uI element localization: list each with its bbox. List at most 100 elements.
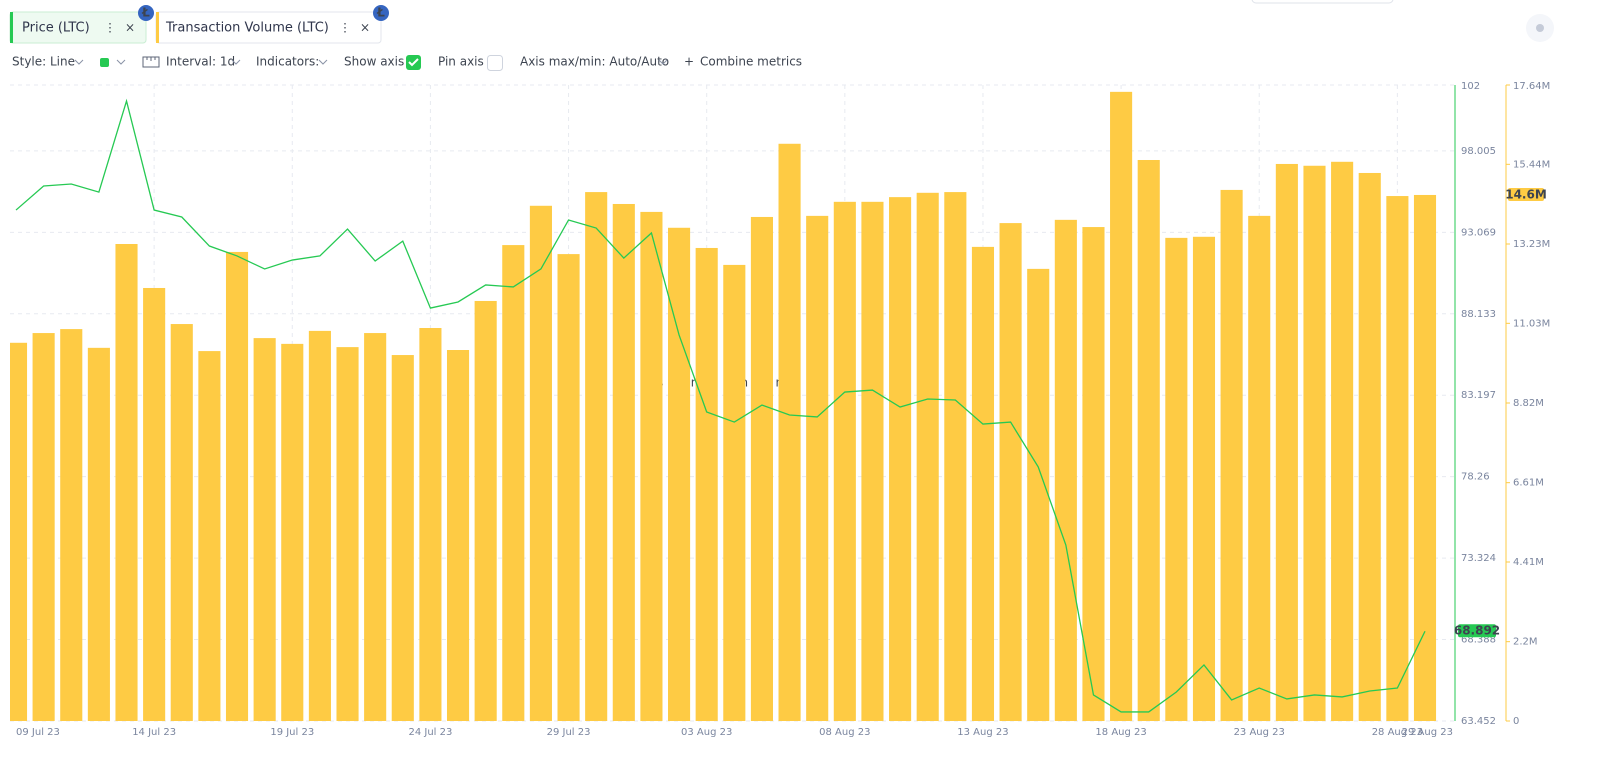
close-icon[interactable]: × bbox=[125, 21, 135, 35]
y-tick-label: 93.069 bbox=[1461, 227, 1496, 238]
volume-bar bbox=[225, 251, 249, 721]
plus-icon: + bbox=[684, 55, 694, 69]
volume-bar bbox=[916, 192, 939, 721]
axis-range-select[interactable]: Axis max/min: Auto/Auto bbox=[520, 55, 669, 69]
x-tick-label: 23 Aug 23 bbox=[1234, 727, 1285, 738]
price-line bbox=[15, 98, 1426, 713]
volume-bar bbox=[419, 328, 442, 721]
close-icon[interactable]: × bbox=[360, 21, 370, 35]
y-tick-label: 78.26 bbox=[1461, 472, 1490, 483]
volume-bar bbox=[1386, 196, 1409, 722]
volume-bar bbox=[695, 247, 718, 721]
x-tick-label: 08 Aug 23 bbox=[819, 727, 870, 738]
volume-bar bbox=[336, 347, 359, 721]
ltc-icon bbox=[373, 5, 389, 21]
x-tick-label: 13 Aug 23 bbox=[957, 727, 1008, 738]
y-tick-label: 68.388 bbox=[1461, 635, 1496, 646]
show-axis-label[interactable]: Show axis bbox=[344, 55, 404, 69]
volume-bar bbox=[115, 244, 138, 721]
volume-bar bbox=[474, 300, 497, 721]
tab-label: Price (LTC) bbox=[22, 21, 90, 36]
y2-tick-label: 11.03M bbox=[1513, 318, 1550, 329]
volume-bar bbox=[640, 211, 663, 721]
volume-bar bbox=[253, 338, 276, 721]
volume-bar bbox=[612, 203, 635, 721]
volume-bar bbox=[889, 197, 912, 721]
last-price-badge bbox=[1458, 624, 1496, 638]
chevron bbox=[116, 59, 126, 65]
volume-bar bbox=[1220, 189, 1243, 722]
chevron bbox=[231, 59, 241, 65]
menu-dots[interactable]: ⋮ bbox=[339, 21, 351, 35]
volume-bar bbox=[723, 264, 746, 721]
volume-bar bbox=[944, 192, 967, 721]
volume-bar bbox=[833, 201, 856, 721]
x-tick-label: 18 Aug 23 bbox=[1095, 727, 1146, 738]
indicators-select[interactable]: Indicators: bbox=[256, 55, 319, 69]
volume-bar bbox=[1137, 159, 1160, 722]
volume-bar bbox=[1082, 227, 1105, 721]
volume-bar bbox=[1275, 163, 1298, 722]
volume-bar bbox=[529, 205, 552, 721]
y2-tick-label: 13.23M bbox=[1513, 239, 1550, 250]
cut-off-box bbox=[1251, 0, 1394, 4]
volume-bar bbox=[87, 347, 110, 721]
last-price-label: 68.892 bbox=[1454, 624, 1500, 638]
ltc-icon-glyph: Ł bbox=[141, 6, 150, 20]
volume-bar bbox=[10, 342, 28, 721]
tab-accent bbox=[10, 12, 13, 43]
volume-bar bbox=[1165, 237, 1188, 722]
menu-dots[interactable]: ⋮ bbox=[104, 21, 116, 35]
x-tick-label: 09 Jul 23 bbox=[16, 727, 60, 738]
volume-bar bbox=[1110, 91, 1133, 721]
volume-bar bbox=[170, 324, 193, 721]
color-swatch[interactable] bbox=[100, 58, 109, 67]
volume-bar bbox=[391, 355, 414, 721]
ltc-icon-glyph: Ł bbox=[376, 6, 385, 20]
x-tick-label: 24 Jul 23 bbox=[408, 727, 452, 738]
x-tick-label: 29 Jul 23 bbox=[547, 727, 591, 738]
volume-bar bbox=[1054, 219, 1077, 721]
x-tick-label: 19 Jul 23 bbox=[270, 727, 314, 738]
y-tick-label: 73.324 bbox=[1461, 553, 1496, 564]
chevron bbox=[658, 59, 668, 65]
volume-bar bbox=[668, 227, 691, 721]
y-tick-label: 83.197 bbox=[1461, 390, 1496, 401]
y2-tick-label: 8.82M bbox=[1513, 398, 1544, 409]
volume-bar bbox=[1303, 165, 1326, 721]
volume-bar bbox=[861, 201, 884, 721]
y2-tick-label: 6.61M bbox=[1513, 478, 1544, 489]
ruler-icon bbox=[142, 56, 160, 68]
interval-select[interactable]: Interval: 1d bbox=[166, 55, 235, 69]
pin-axis-checkbox[interactable] bbox=[487, 55, 503, 71]
volume-bar bbox=[1331, 161, 1354, 722]
metric-tab[interactable]: Price (LTC) ⋮ × Ł bbox=[9, 5, 154, 44]
y2-tick-label: 15.44M bbox=[1513, 159, 1550, 170]
metric-tab[interactable]: Transaction Volume (LTC) ⋮ × Ł bbox=[155, 5, 389, 44]
volume-bar bbox=[557, 254, 580, 721]
style-select[interactable]: Style: Line bbox=[12, 55, 75, 69]
volume-bar bbox=[364, 333, 387, 721]
plot: santiment63.45268.38873.32478.2683.19788… bbox=[10, 81, 1550, 738]
x-tick-label: 28 Aug 23 bbox=[1372, 727, 1423, 738]
volume-bar bbox=[778, 143, 801, 722]
settings-dot bbox=[1536, 24, 1544, 32]
y-tick-label: 102 bbox=[1461, 81, 1480, 92]
volume-bar bbox=[806, 215, 829, 721]
pin-axis-label[interactable]: Pin axis bbox=[438, 55, 484, 69]
y-tick-label: 88.133 bbox=[1461, 309, 1496, 320]
volume-bar bbox=[585, 192, 608, 721]
last-volume-label: 14.6M bbox=[1505, 187, 1547, 201]
combine-button[interactable]: Combine metrics bbox=[700, 55, 802, 69]
volume-bar bbox=[281, 343, 304, 721]
y-tick-label: 63.452 bbox=[1461, 716, 1496, 727]
volume-bar bbox=[971, 246, 995, 722]
chevron bbox=[74, 59, 84, 65]
volume-bar bbox=[1413, 194, 1437, 721]
volume-bar bbox=[143, 287, 166, 721]
volume-bar bbox=[750, 216, 773, 722]
volume-bar bbox=[1192, 236, 1216, 721]
y2-tick-label: 4.41M bbox=[1513, 557, 1544, 568]
y-tick-label: 98.005 bbox=[1461, 146, 1496, 157]
